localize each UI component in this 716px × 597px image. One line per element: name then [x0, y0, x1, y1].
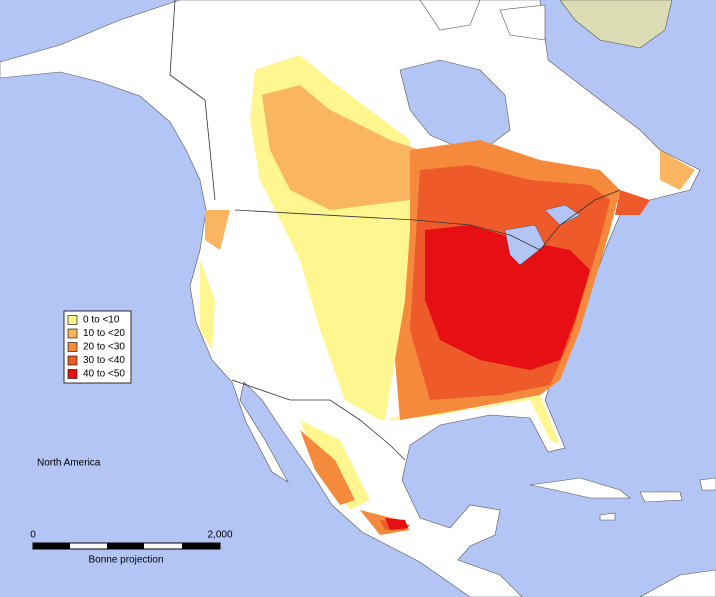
- region: [425, 225, 590, 370]
- scale-segment: [107, 543, 144, 549]
- region: [300, 430, 410, 535]
- scale-segment: [33, 543, 70, 549]
- south-america: [639, 569, 716, 597]
- caribbean-islands: [529, 477, 716, 521]
- scale-caption: Bonne projection: [88, 555, 163, 566]
- legend-swatch: [67, 369, 78, 379]
- greenland: [559, 0, 673, 49]
- arctic-islands: [419, 0, 546, 41]
- legend-label: 30 to <40: [83, 355, 125, 366]
- region: [200, 260, 370, 510]
- region: [262, 85, 420, 210]
- legend-label: 40 to <50: [83, 369, 125, 380]
- legend: 0 to <10 10 to <20 20 to <30 30 to <40 40 to…: [63, 310, 132, 384]
- great-lakes: [504, 204, 581, 266]
- scale-label: 2,000: [207, 530, 232, 541]
- legend-swatch: [67, 355, 78, 366]
- scale-segment: [182, 543, 220, 549]
- region: [385, 518, 408, 530]
- legend-swatch: [67, 328, 78, 339]
- scale-bar: 0 2,000 Bonne projection: [30, 530, 233, 566]
- border-alaska: [169, 0, 216, 201]
- legend-swatch: [67, 342, 78, 352]
- legend-label: 20 to <30: [83, 342, 125, 353]
- region-label: North America: [37, 458, 101, 469]
- border-us-mexico: [231, 379, 406, 461]
- legend-label: 0 to <10: [83, 315, 120, 326]
- legend-label: 10 to <20: [83, 328, 125, 339]
- legend-swatch: [67, 315, 78, 325]
- border-us-canada: [234, 189, 621, 251]
- hudson-bay: [399, 59, 511, 149]
- scale-label: 0: [30, 530, 36, 541]
